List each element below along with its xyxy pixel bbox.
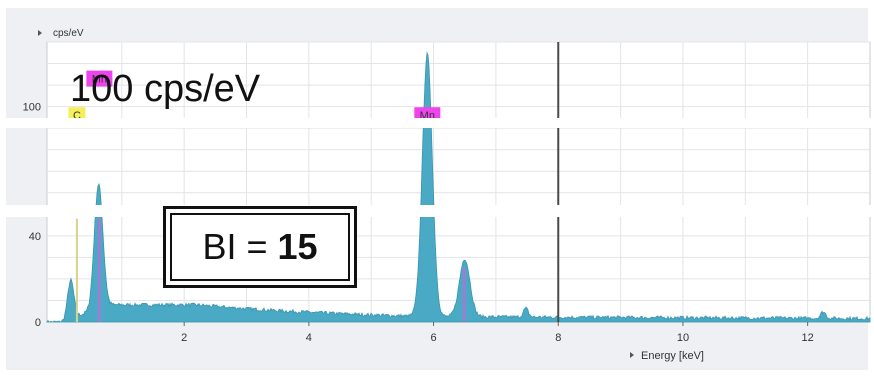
x-tick-label: 8: [555, 332, 561, 344]
bi-value-frame: BI = 15: [170, 213, 350, 281]
bi-label: BI =: [202, 226, 268, 267]
x-tick-label: 12: [802, 332, 814, 344]
x-tick-label: 4: [306, 332, 312, 344]
count-rate-annotation: 100 cps/eV: [70, 68, 261, 110]
x-axis-label: Energy [keV]: [641, 350, 704, 362]
y-axis-arrow-icon: [38, 30, 42, 36]
y-tick-label: 40: [29, 231, 41, 243]
y-axis-label: cps/eV: [53, 28, 84, 39]
x-axis-arrow-icon: [630, 352, 634, 358]
spectrum-area: [46, 51, 871, 323]
overlay-strip-top: [0, 118, 874, 128]
y-tick-label: 0: [35, 317, 41, 329]
y-tick-label: 100: [23, 102, 41, 114]
element-tag-label: C: [73, 110, 81, 122]
x-tick-label: 10: [677, 332, 689, 344]
bi-value-box: BI = 15: [163, 206, 357, 288]
overlay-strip-bottom: [0, 205, 874, 217]
element-tag-label: Mn: [92, 74, 107, 86]
element-tag-mn: [86, 70, 113, 87]
x-tick-label: 6: [430, 332, 436, 344]
x-tick-label: 2: [181, 332, 187, 344]
bi-number: 15: [277, 226, 318, 267]
